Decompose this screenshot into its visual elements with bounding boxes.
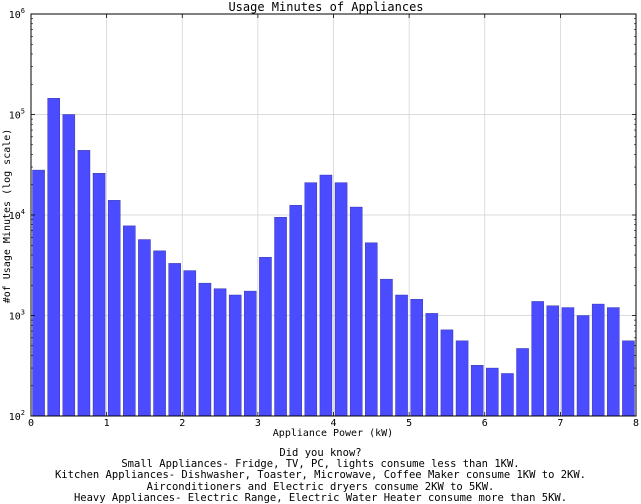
bar bbox=[591, 303, 605, 417]
bar bbox=[349, 206, 363, 417]
chart-title: Usage Minutes of Appliances bbox=[228, 0, 423, 14]
bar bbox=[455, 340, 469, 417]
bar bbox=[168, 263, 181, 417]
x-tick-label: 4 bbox=[330, 418, 336, 429]
y-tick-label: 106 bbox=[9, 7, 25, 21]
grid bbox=[30, 13, 637, 417]
bar bbox=[244, 290, 257, 417]
y-tick-labels: 102 103 104 105 106 bbox=[9, 7, 25, 423]
bar bbox=[607, 307, 620, 417]
bar bbox=[123, 225, 136, 417]
x-tick-label: 8 bbox=[633, 418, 639, 429]
bar bbox=[561, 307, 575, 417]
y-tick-label: 105 bbox=[9, 108, 25, 122]
bar bbox=[576, 315, 590, 417]
bar bbox=[47, 98, 60, 417]
x-tick-labels: 0 1 2 3 4 5 6 7 8 bbox=[28, 418, 639, 429]
x-tick-label: 2 bbox=[179, 418, 185, 429]
bar bbox=[213, 288, 227, 417]
bar bbox=[622, 340, 635, 417]
bar bbox=[138, 239, 151, 417]
bar bbox=[198, 282, 212, 417]
bar bbox=[501, 373, 514, 417]
bar bbox=[470, 365, 484, 417]
bar bbox=[62, 114, 76, 417]
bar bbox=[380, 278, 393, 417]
caption-line-heavy: Heavy Appliances- Electric Range, Electr… bbox=[73, 491, 568, 504]
bar bbox=[274, 217, 287, 417]
bar bbox=[92, 173, 106, 417]
x-tick-label: 7 bbox=[557, 418, 563, 429]
bar bbox=[410, 299, 423, 417]
y-axis-title: #of Usage Minutes (log scale) bbox=[2, 129, 13, 304]
bar bbox=[516, 348, 529, 417]
bar bbox=[334, 182, 348, 417]
y-tick-label: 104 bbox=[9, 208, 25, 222]
bar bbox=[304, 182, 318, 417]
bar bbox=[365, 242, 378, 417]
x-tick-label: 1 bbox=[104, 418, 110, 429]
bar bbox=[546, 305, 560, 417]
bar bbox=[259, 257, 272, 417]
bar bbox=[486, 367, 499, 417]
did-you-know-caption: Did you know? Small Appliances- Fridge, … bbox=[0, 447, 641, 504]
bar bbox=[440, 329, 454, 417]
x-tick-label: 3 bbox=[255, 418, 261, 429]
bar bbox=[228, 294, 242, 417]
bar bbox=[183, 270, 197, 417]
bars bbox=[32, 98, 635, 417]
bar bbox=[107, 200, 121, 417]
bar bbox=[289, 205, 302, 417]
bar bbox=[319, 174, 333, 417]
ticks bbox=[30, 13, 637, 417]
bar bbox=[531, 301, 544, 417]
x-tick-label: 5 bbox=[406, 418, 412, 429]
caption-line-small: Small Appliances- Fridge, TV, PC, lights… bbox=[121, 458, 520, 471]
caption-line-heading: Did you know? bbox=[279, 447, 362, 459]
y-tick-label: 103 bbox=[9, 309, 25, 323]
bar bbox=[32, 169, 45, 417]
x-tick-label: 0 bbox=[28, 418, 34, 429]
bar bbox=[425, 313, 439, 417]
bar bbox=[395, 294, 408, 417]
caption-line-kitchen: Kitchen Appliances- Dishwasher, Toaster,… bbox=[54, 469, 586, 482]
x-axis-title: Appliance Power (kW) bbox=[273, 428, 393, 439]
x-tick-label: 6 bbox=[482, 418, 488, 429]
bar bbox=[153, 250, 166, 417]
caption-line-medium: Airconditioners and Electric dryers cons… bbox=[146, 480, 495, 493]
y-tick-label: 102 bbox=[9, 409, 25, 423]
bar bbox=[77, 150, 91, 417]
